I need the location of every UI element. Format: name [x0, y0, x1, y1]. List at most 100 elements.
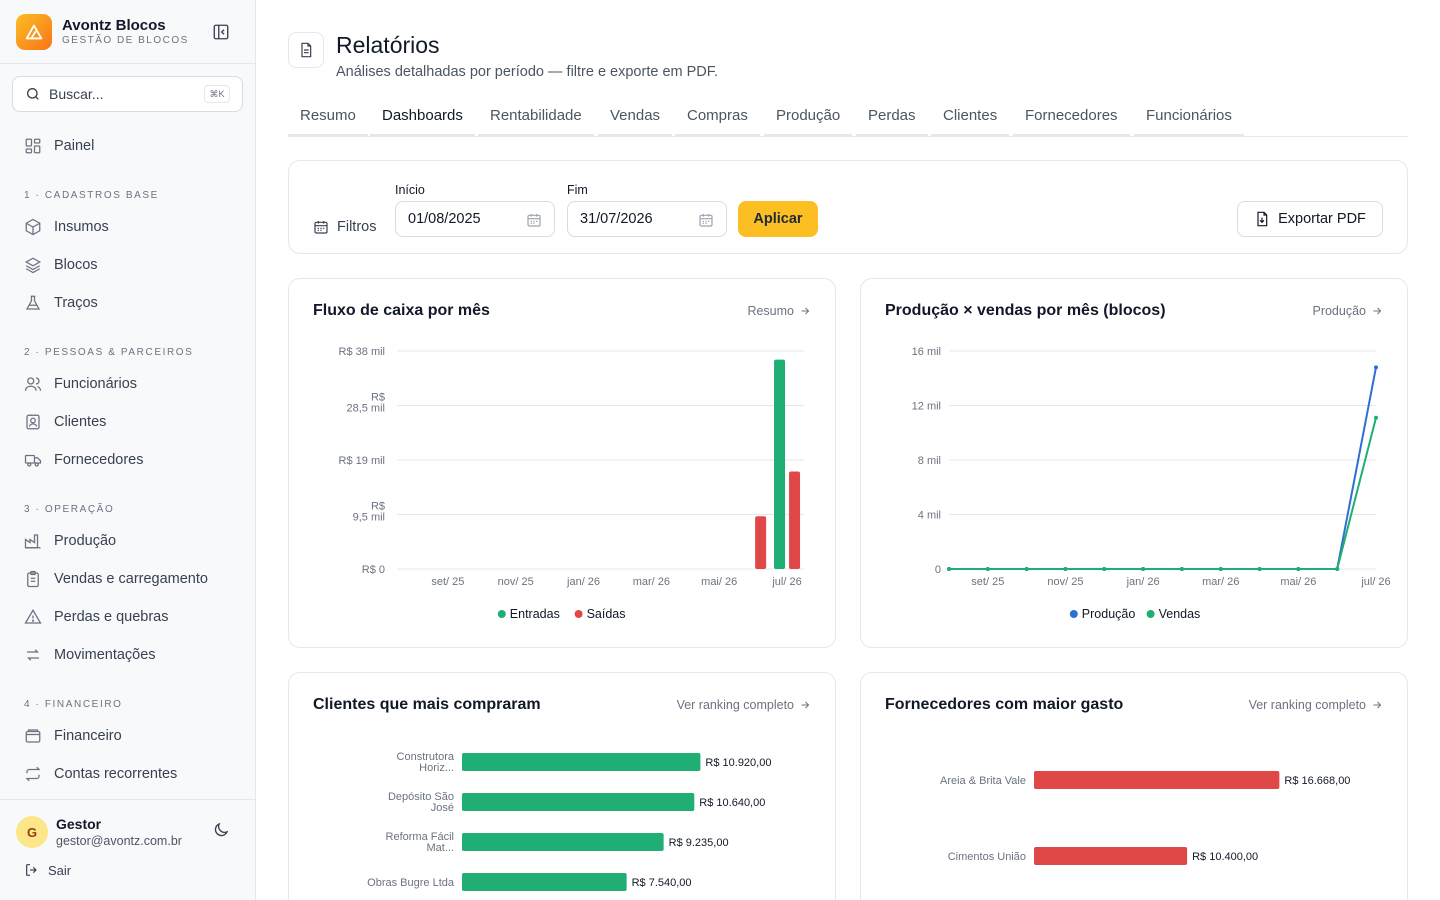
divider [0, 63, 256, 64]
wallet-icon [25, 729, 41, 743]
end-date-label: Fim [567, 183, 588, 197]
factory-icon [24, 534, 41, 549]
logout-icon [26, 864, 37, 876]
brand[interactable]: Avontz Blocos GESTÃO DE BLOCOS [16, 14, 240, 50]
package-icon [25, 218, 41, 236]
end-date-input[interactable]: 31/07/2026 [567, 201, 727, 237]
category-label: Obras Bugre Ltda [367, 877, 455, 889]
point-vendas [1063, 567, 1068, 571]
bar [1034, 847, 1188, 865]
category-label: Horiz... [419, 762, 454, 774]
bar [462, 793, 695, 811]
tab-rentabilidade[interactable]: Rentabilidade [478, 100, 594, 136]
end-date-value: 31/07/2026 [580, 211, 653, 227]
tab-dashboards[interactable]: Dashboards [370, 100, 475, 136]
export-pdf-button[interactable]: Exportar PDF [1237, 201, 1383, 237]
collapse-sidebar-icon[interactable] [212, 23, 230, 41]
avatar: G [16, 816, 48, 848]
legend-marker [497, 610, 506, 618]
sidebar-item-insumos[interactable]: Insumos [24, 215, 109, 239]
production-link[interactable]: Produção [1312, 304, 1383, 318]
category-label: José [431, 802, 454, 814]
sidebar-item-funcionarios[interactable]: Funcionários [24, 372, 137, 396]
start-date-value: 01/08/2025 [408, 211, 481, 227]
bar [462, 873, 627, 891]
value-label: R$ 10.640,00 [699, 797, 765, 809]
y-tick-label: R$ [371, 392, 385, 404]
sidebar-item-contas[interactable]: Contas recorrentes [24, 762, 177, 786]
bar [462, 753, 701, 771]
x-tick-label: jul/ 26 [771, 576, 801, 588]
layers-icon [24, 257, 42, 274]
x-tick-label: nov/ 25 [1047, 576, 1083, 588]
value-label: R$ 7.540,00 [632, 877, 692, 889]
tab-producao[interactable]: Produção [764, 100, 853, 136]
search-icon [27, 88, 39, 100]
tab-resumo[interactable]: Resumo [288, 100, 368, 136]
x-tick-label: set/ 25 [431, 576, 464, 588]
legend-marker [574, 610, 583, 618]
legend-label: Entradas [510, 607, 560, 621]
tab-perdas[interactable]: Perdas [856, 100, 928, 136]
legend-marker [1146, 610, 1155, 618]
warning-icon [24, 608, 42, 624]
tab-funcionarios[interactable]: Funcionários [1134, 100, 1244, 136]
calendar-icon [314, 221, 328, 234]
document-icon [288, 32, 324, 68]
sidebar-item-financeiro[interactable]: Financeiro [24, 724, 122, 748]
value-label: R$ 9.235,00 [669, 837, 729, 849]
point-vendas [1296, 567, 1301, 571]
y-tick-label: R$ [371, 501, 385, 513]
point-vendas [1218, 567, 1223, 571]
value-label: R$ 16.668,00 [1284, 775, 1350, 787]
y-tick-label: R$ 0 [362, 564, 385, 576]
sidebar-item-vendas[interactable]: Vendas e carregamento [24, 567, 208, 591]
point-vendas [1335, 567, 1340, 571]
moon-icon[interactable] [212, 821, 230, 839]
tab-clientes[interactable]: Clientes [931, 100, 1010, 136]
sidebar-item-tracos[interactable]: Traços [24, 291, 98, 315]
calendar-icon [527, 214, 541, 227]
suppliers-link[interactable]: Ver ranking completo [1249, 698, 1383, 712]
category-label: Mat... [426, 842, 454, 854]
point-vendas [947, 567, 951, 571]
cashflow-link-label: Resumo [747, 304, 794, 318]
sidebar-item-painel[interactable]: Painel [24, 134, 94, 158]
search-input[interactable]: Buscar... ⌘K [12, 76, 243, 112]
point-vendas [1374, 415, 1378, 420]
cashflow-link[interactable]: Resumo [747, 304, 811, 318]
filters-text: Filtros [337, 219, 377, 235]
point-vendas [985, 567, 990, 571]
category-label: Construtora [397, 751, 455, 763]
user-name: Gestor [56, 815, 102, 832]
sidebar-item-movimentacoes[interactable]: Movimentações [24, 643, 156, 667]
x-tick-label: jan/ 26 [1126, 576, 1160, 588]
point-vendas [1179, 567, 1184, 571]
y-tick-label: 12 mil [912, 401, 941, 413]
sidebar-item-clientes[interactable]: Clientes [24, 410, 106, 434]
logout-button[interactable]: Sair [24, 862, 71, 878]
tab-fornecedores[interactable]: Fornecedores [1013, 100, 1130, 136]
section-pessoas: 2 · PESSOAS & PARCEIROS [24, 347, 194, 358]
sidebar-item-perdas[interactable]: Perdas e quebras [24, 605, 168, 629]
report-tabs: Resumo Dashboards Rentabilidade Vendas C… [288, 100, 1408, 137]
export-pdf-label: Exportar PDF [1278, 211, 1366, 227]
sidebar-item-producao[interactable]: Produção [24, 529, 116, 553]
sidebar-item-blocos[interactable]: Blocos [24, 253, 98, 277]
tab-vendas[interactable]: Vendas [598, 100, 673, 136]
point-vendas [1102, 567, 1107, 571]
bar-entradas [774, 359, 786, 569]
y-tick-label: R$ 38 mil [339, 346, 385, 358]
x-tick-label: set/ 25 [971, 576, 1004, 588]
filters-card: Filtros Início 01/08/2025 Fim 31/07/2026… [288, 160, 1408, 254]
tab-compras[interactable]: Compras [675, 100, 760, 136]
sidebar-item-fornecedores[interactable]: Fornecedores [24, 448, 143, 472]
user-profile[interactable]: G Gestor gestor@avontz.com.br [16, 812, 244, 852]
sidebar-item-label: Produção [54, 533, 117, 549]
apply-button[interactable]: Aplicar [738, 201, 818, 237]
start-date-input[interactable]: 01/08/2025 [395, 201, 555, 237]
arrow-right-icon [801, 307, 810, 315]
clients-link[interactable]: Ver ranking completo [677, 698, 811, 712]
logout-label: Sair [48, 862, 72, 878]
clients-title: Clientes que mais compraram [313, 696, 541, 713]
